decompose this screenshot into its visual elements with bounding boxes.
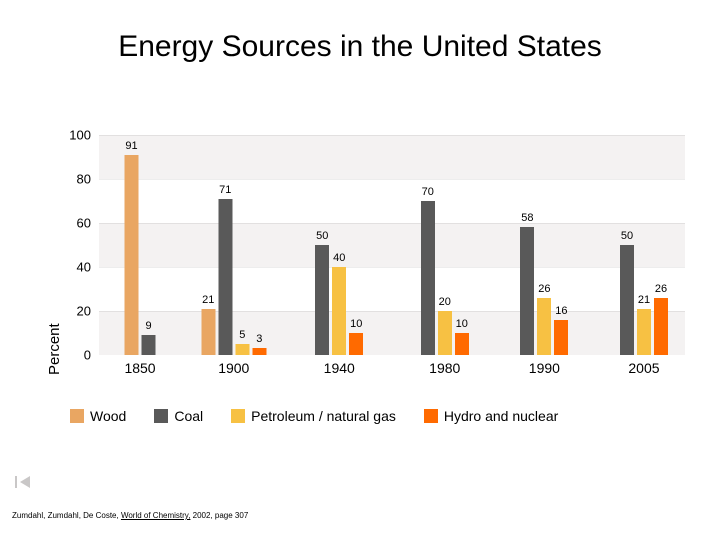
bar: 26 — [654, 298, 668, 355]
bar-value-label: 26 — [538, 283, 550, 295]
bar: 26 — [537, 298, 551, 355]
bar: 10 — [455, 333, 469, 355]
citation-title: World of Chemistry, — [121, 511, 191, 520]
bar: 91 — [125, 155, 139, 355]
legend-label: Coal — [174, 408, 203, 424]
legend: Wood Coal Petroleum / natural gas Hydro and… — [70, 408, 690, 424]
bar-value-label: 58 — [521, 212, 533, 224]
bar-value-label: 10 — [456, 318, 468, 330]
bar: 3 — [252, 348, 266, 355]
legend-swatch — [424, 409, 438, 423]
x-axis-labels: 1850 1900 1940 1980 1990 2005 — [99, 360, 685, 380]
bar-value-label: 71 — [219, 184, 231, 196]
bar: 21 — [637, 309, 651, 355]
bar-value-label: 20 — [439, 296, 451, 308]
chart: Percent 91921715350401070201058261650212… — [40, 135, 690, 390]
y-tick-label: 20 — [59, 304, 91, 319]
legend-swatch — [154, 409, 168, 423]
bar: 40 — [332, 267, 346, 355]
y-tick-label: 40 — [59, 260, 91, 275]
x-tick-label: 1990 — [529, 360, 560, 376]
bar-value-label: 50 — [316, 230, 328, 242]
bar-group: 504010 — [315, 135, 363, 355]
legend-swatch — [70, 409, 84, 423]
slide: Energy Sources in the United States Perc… — [0, 0, 720, 540]
legend-item: Wood — [70, 408, 126, 424]
legend-swatch — [231, 409, 245, 423]
bar-group: 582616 — [520, 135, 568, 355]
plot-area: 919217153504010702010582616502126 020406… — [95, 135, 685, 355]
x-tick-label: 1850 — [124, 360, 155, 376]
bar-value-label: 70 — [422, 186, 434, 198]
bar-group: 702010 — [421, 135, 469, 355]
y-tick-label: 0 — [59, 348, 91, 363]
y-tick-label: 80 — [59, 172, 91, 187]
y-tick-label: 100 — [59, 128, 91, 143]
bar: 21 — [201, 309, 215, 355]
bar-value-label: 40 — [333, 252, 345, 264]
bar: 9 — [142, 335, 156, 355]
x-tick-label: 1900 — [218, 360, 249, 376]
legend-item: Coal — [154, 408, 203, 424]
bar-value-label: 9 — [145, 320, 151, 332]
citation-suffix: 2002, page 307 — [190, 511, 248, 520]
previous-slide-icon[interactable] — [14, 474, 32, 490]
bar: 58 — [520, 227, 534, 355]
bar: 50 — [620, 245, 634, 355]
bar-group: 502126 — [620, 135, 668, 355]
legend-label: Hydro and nuclear — [444, 408, 558, 424]
bar-value-label: 21 — [638, 294, 650, 306]
bar-value-label: 50 — [621, 230, 633, 242]
y-tick-label: 60 — [59, 216, 91, 231]
bar-value-label: 16 — [555, 305, 567, 317]
citation-prefix: Zumdahl, Zumdahl, De Coste, — [12, 511, 121, 520]
x-tick-label: 1980 — [429, 360, 460, 376]
bar-group: 919 — [125, 135, 156, 355]
bar: 71 — [218, 199, 232, 355]
legend-item: Hydro and nuclear — [424, 408, 558, 424]
bar-value-label: 21 — [202, 294, 214, 306]
legend-label: Petroleum / natural gas — [251, 408, 396, 424]
bar-value-label: 26 — [655, 283, 667, 295]
citation: Zumdahl, Zumdahl, De Coste, World of Che… — [12, 511, 248, 520]
chart-title: Energy Sources in the United States — [0, 0, 720, 64]
bar: 70 — [421, 201, 435, 355]
bar: 16 — [554, 320, 568, 355]
bar-group: 217153 — [201, 135, 266, 355]
bar-value-label: 10 — [350, 318, 362, 330]
bar: 5 — [235, 344, 249, 355]
legend-label: Wood — [90, 408, 126, 424]
legend-item: Petroleum / natural gas — [231, 408, 396, 424]
x-tick-label: 1940 — [324, 360, 355, 376]
bar: 10 — [349, 333, 363, 355]
bar: 20 — [438, 311, 452, 355]
x-tick-label: 2005 — [628, 360, 659, 376]
bars-layer: 919217153504010702010582616502126 — [99, 135, 685, 355]
bar: 50 — [315, 245, 329, 355]
bar-value-label: 91 — [125, 140, 137, 152]
bar-value-label: 3 — [256, 333, 262, 345]
bar-value-label: 5 — [239, 329, 245, 341]
